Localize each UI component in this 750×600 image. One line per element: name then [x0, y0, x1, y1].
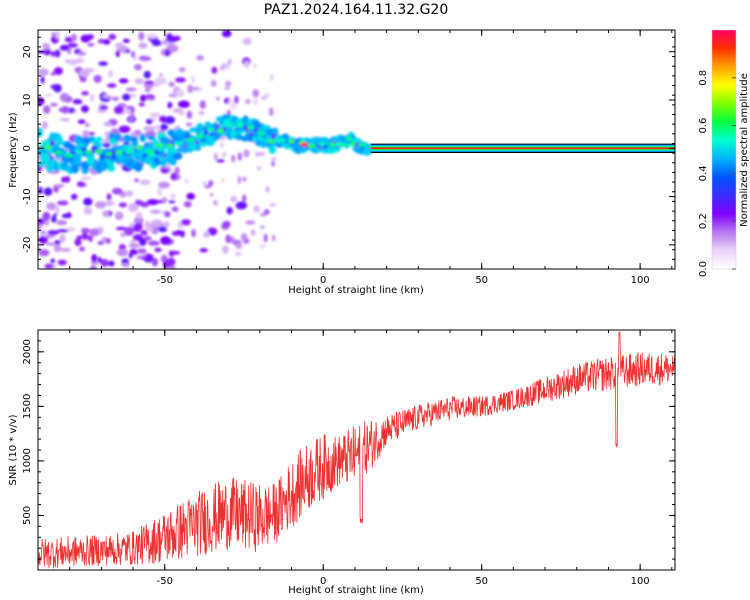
x-tick-label: 50: [475, 576, 488, 587]
spectrogram-panel: -50 0 50 100 -20 -10 0 10 20 Height of straight …: [8, 29, 676, 296]
y-tick-label: 500: [22, 506, 33, 525]
x-tick-label: 50: [475, 275, 488, 286]
colorbar-tick-label: 0.4: [698, 165, 709, 181]
colorbar-tick-label: 0.6: [698, 118, 709, 134]
colorbar-tick-label: 0.0: [698, 261, 709, 277]
snr-series-line: [38, 331, 675, 569]
spectrogram-axes: -50 0 50 100 -20 -10 0 10 20: [22, 30, 675, 286]
spectrogram-heatmap: [38, 30, 675, 269]
snr-xlabel: Height of straight line (km): [288, 585, 424, 596]
y-tick-label: -10: [22, 188, 33, 204]
colorbar-frame: [711, 29, 737, 270]
y-tick-label: 1500: [22, 394, 33, 419]
snr-axes: -50 0 50 100 500 1000 1500 2000: [22, 329, 675, 587]
colorbar-ticks: 0.0 0.2 0.4 0.6 0.8: [698, 70, 736, 277]
y-tick-label: -20: [22, 237, 33, 253]
spectrogram-ylabel: Frequency (Hz): [8, 112, 19, 188]
x-tick-label: 0: [320, 576, 326, 587]
figure-title: PAZ1.2024.164.11.32.G20: [264, 2, 449, 18]
colorbar-tick-label: 0.8: [698, 70, 709, 86]
y-tick-label: 2000: [22, 339, 33, 364]
x-tick-label: 100: [631, 275, 650, 286]
y-tick-label: 10: [22, 94, 33, 107]
colorbar-gradient: [712, 30, 736, 269]
x-tick-label: 100: [631, 576, 650, 587]
x-tick-label: 0: [320, 275, 326, 286]
y-tick-label: 1000: [22, 448, 33, 473]
y-tick-label: 0: [22, 145, 33, 151]
snr-panel: -50 0 50 100 500 1000 1500 2000 Height of strai…: [8, 329, 676, 596]
colorbar-label: Normalized spectral amplitude: [739, 73, 750, 227]
x-tick-label: -50: [157, 576, 173, 587]
colorbar-tick-label: 0.2: [698, 213, 709, 229]
spectrogram-frame: [37, 29, 676, 270]
y-tick-label: 20: [22, 45, 33, 58]
spectrogram-xlabel: Height of straight line (km): [288, 285, 424, 296]
colorbar: 0.0 0.2 0.4 0.6 0.8 Normalized spectral ampl…: [698, 29, 750, 277]
x-tick-label: -50: [157, 275, 173, 286]
snr-ylabel: SNR (10 * v/v): [8, 414, 19, 485]
